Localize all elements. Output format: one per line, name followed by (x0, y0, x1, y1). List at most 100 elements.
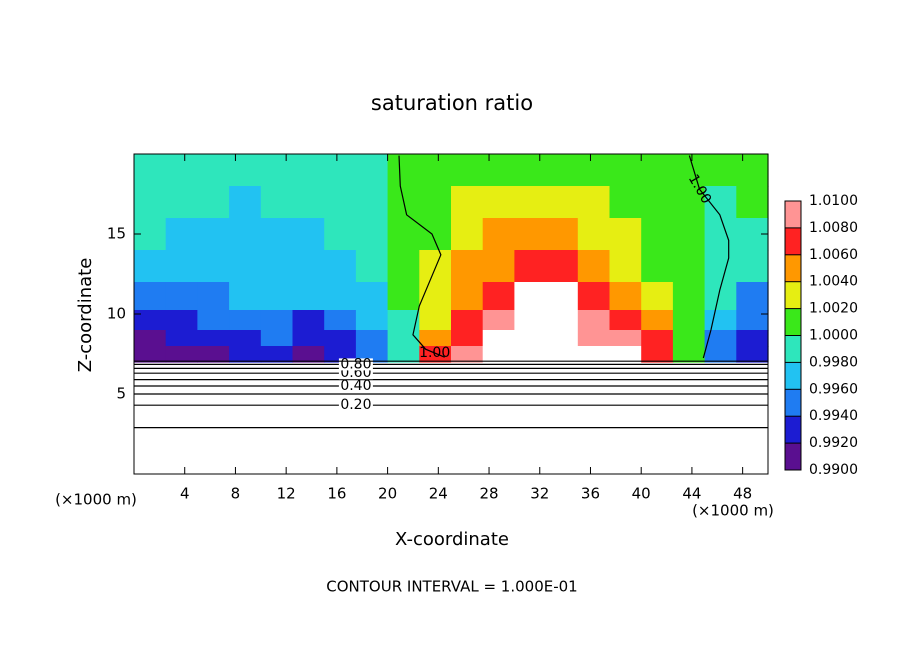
field-cell (134, 250, 167, 283)
field-cell (672, 346, 706, 363)
field-cell (514, 154, 547, 187)
field-cell (387, 154, 420, 187)
field-cell (197, 154, 230, 187)
field-cell (609, 310, 642, 331)
field-cell (292, 218, 325, 251)
field-cell (704, 310, 737, 331)
field-cell (641, 346, 674, 363)
colorbar-band (785, 416, 801, 444)
field-cell (577, 346, 611, 363)
field-cell (451, 330, 484, 347)
field-cell (672, 250, 706, 283)
field-cell (324, 154, 357, 187)
y-tick-label: 10 (107, 305, 126, 323)
field-cell (260, 282, 294, 311)
field-cell (546, 186, 579, 219)
field-cell (324, 330, 357, 347)
field-cell (451, 154, 484, 187)
field-cell (451, 310, 484, 331)
x-tick-label: 24 (429, 485, 448, 503)
field-cell (641, 310, 674, 331)
contour-label: 0.40 (340, 378, 371, 394)
field-cell (609, 186, 642, 219)
colorbar-tick-label: 0.9920 (809, 435, 858, 451)
field-cell (260, 250, 294, 283)
field-cell (736, 310, 769, 331)
field-cell (197, 282, 230, 311)
field-cell (292, 310, 325, 331)
field-cell (451, 250, 484, 283)
field-cell (704, 218, 737, 251)
chart-title: saturation ratio (371, 91, 533, 115)
field-cell (355, 154, 389, 187)
field-cell (260, 346, 294, 363)
field-cell (736, 186, 769, 219)
field-cell (482, 330, 515, 347)
y-axis-label: Z-coordinate (75, 258, 96, 373)
field-cell (134, 154, 167, 187)
field-cell (355, 310, 389, 331)
field-cell (736, 282, 769, 311)
field-cell (197, 250, 230, 283)
field-cell (641, 186, 674, 219)
field-cell (165, 250, 198, 283)
field-cell (165, 186, 198, 219)
x-tick-label: 40 (632, 485, 651, 503)
field-cell (577, 282, 611, 311)
field-cell (260, 218, 294, 251)
field-cell (672, 186, 706, 219)
field-cell (165, 218, 198, 251)
field-cell (134, 310, 167, 331)
x-tick-label: 48 (733, 485, 752, 503)
field-cell (546, 346, 579, 363)
field-cell (609, 282, 642, 311)
field-cell (229, 346, 262, 363)
field-cell (260, 186, 294, 219)
field-cell (577, 218, 611, 251)
field-cell (704, 154, 737, 187)
field-cell (387, 282, 420, 311)
field-cell (165, 282, 198, 311)
colorbar-tick-label: 0.9960 (809, 381, 858, 397)
field-cell (229, 250, 262, 283)
field-cell (387, 310, 420, 331)
field-cell (324, 250, 357, 283)
field-cell (197, 218, 230, 251)
field-cell (292, 250, 325, 283)
field (134, 154, 769, 363)
colorbar-tick-label: 0.9980 (809, 354, 858, 370)
field-cell (292, 346, 325, 363)
colorbar-band (785, 227, 801, 255)
colorbar-band (785, 254, 801, 282)
x-tick-label: 44 (682, 485, 701, 503)
colorbar-band (785, 443, 801, 470)
field-cell (546, 218, 579, 251)
field-cell (229, 218, 262, 251)
field-cell (672, 154, 706, 187)
colorbar-band (785, 308, 801, 336)
field-cell (577, 310, 611, 331)
field-cell (451, 186, 484, 219)
field-cell (419, 330, 452, 347)
field-cell (260, 310, 294, 331)
field-cell (482, 154, 515, 187)
x-unit-label: (×1000 m) (55, 491, 137, 509)
contour-interval-note: CONTOUR INTERVAL = 1.000E-01 (326, 578, 577, 596)
colorbar-band (785, 389, 801, 417)
field-cell (134, 186, 167, 219)
field-cell (577, 154, 611, 187)
x-tick-label: 36 (581, 485, 600, 503)
field-cell (229, 282, 262, 311)
field-cell (165, 154, 198, 187)
field-cell (292, 330, 325, 347)
field-cell (577, 330, 611, 347)
field-cell (134, 282, 167, 311)
colorbar-band (785, 201, 801, 228)
field-cell (736, 154, 769, 187)
field-cell (482, 218, 515, 251)
field-cell (641, 282, 674, 311)
field-cell (482, 250, 515, 283)
y-tick-label: 15 (107, 225, 126, 243)
field-cell (577, 186, 611, 219)
